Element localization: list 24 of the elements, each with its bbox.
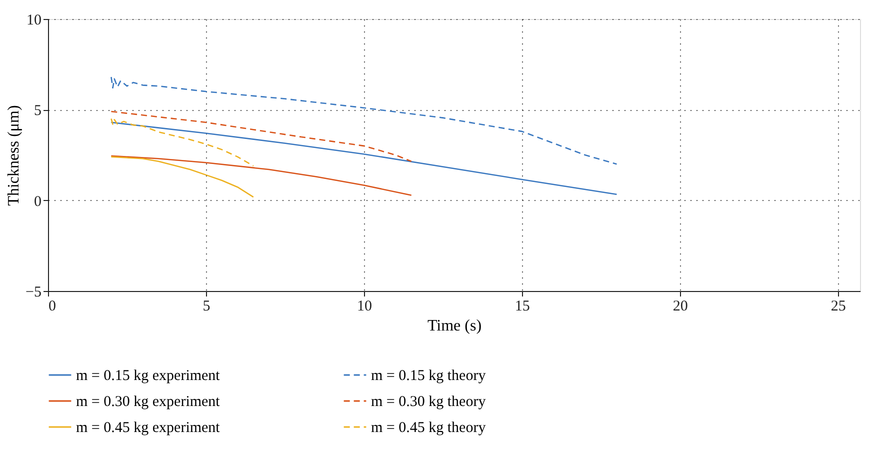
legend-label: m = 0.15 kg theory	[371, 368, 486, 384]
x-tick-label: 10	[356, 298, 372, 314]
x-tick-label: 0	[48, 298, 56, 314]
y-axis-title: Thickness (μm)	[6, 105, 23, 206]
y-tick-label: −5	[26, 284, 42, 300]
legend-label: m = 0.45 kg experiment	[76, 420, 221, 436]
line-series	[110, 110, 412, 162]
legend-label: m = 0.30 kg theory	[371, 394, 486, 410]
x-tick-label: 25	[830, 298, 846, 314]
x-tick-label: 5	[202, 298, 210, 314]
line-series	[110, 118, 254, 167]
line-series	[110, 122, 618, 195]
y-tick-label: 0	[34, 194, 42, 210]
legend-label: m = 0.45 kg theory	[371, 420, 486, 436]
line-series	[110, 155, 412, 196]
legend-label: m = 0.15 kg experiment	[76, 368, 221, 384]
line-series	[110, 76, 618, 165]
line-series	[110, 156, 254, 198]
y-tick-label: 5	[34, 103, 42, 120]
y-tick-label: 10	[26, 12, 42, 28]
x-tick-label: 15	[514, 298, 530, 314]
legend-label: m = 0.30 kg experiment	[76, 394, 221, 410]
x-tick-label: 20	[672, 298, 688, 314]
x-axis-title: Time (s)	[427, 318, 482, 334]
